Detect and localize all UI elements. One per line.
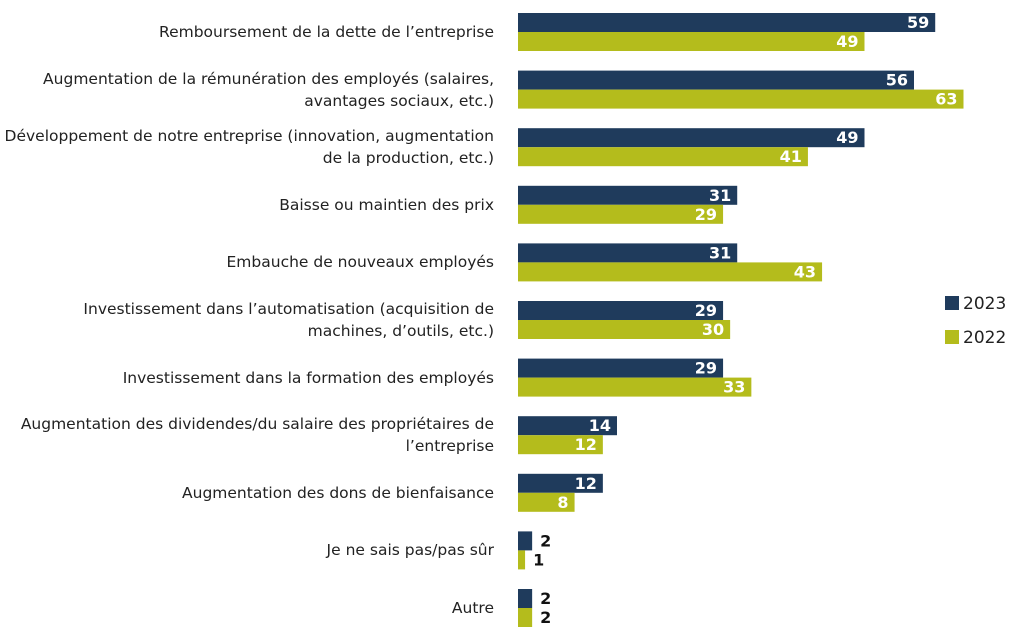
data-label: 29 — [695, 301, 717, 320]
data-label: 12 — [575, 435, 597, 454]
data-label: 29 — [695, 359, 717, 378]
data-label: 30 — [702, 320, 724, 339]
bar — [518, 70, 914, 90]
legend-swatch — [945, 296, 959, 310]
category-label: Développement de notre entreprise (innov… — [4, 127, 494, 168]
bar — [518, 128, 865, 148]
bar — [518, 416, 617, 436]
bar — [518, 358, 724, 378]
data-label: 49 — [836, 32, 858, 51]
category-label: Autre — [451, 599, 494, 617]
data-label: 2 — [540, 608, 551, 627]
data-label: 31 — [709, 186, 731, 205]
data-label: 14 — [589, 416, 611, 435]
legend-swatch — [945, 330, 959, 344]
bar — [518, 301, 724, 320]
bar — [518, 608, 533, 627]
bar — [518, 492, 575, 512]
bar — [518, 589, 533, 608]
data-label: 59 — [907, 13, 929, 32]
bar — [518, 262, 823, 282]
data-label: 1 — [533, 550, 544, 569]
category-label: Embauche de nouveaux employés — [226, 253, 494, 272]
bar — [518, 243, 738, 263]
category-label: Augmentation des dons de bienfaisance — [182, 483, 494, 502]
data-label: 63 — [935, 90, 957, 109]
data-label: 33 — [723, 378, 745, 397]
data-label: 12 — [575, 474, 597, 493]
category-label: Baisse ou maintien des prix — [279, 195, 494, 214]
category-label: Augmentation de la rémunération des empl… — [43, 69, 494, 110]
bar — [518, 320, 731, 339]
bar — [518, 550, 526, 570]
bar — [518, 473, 603, 493]
data-label: 49 — [836, 128, 858, 147]
bar — [518, 89, 964, 109]
bar — [518, 435, 603, 455]
data-label: 2 — [540, 531, 551, 550]
bar — [518, 185, 738, 205]
bar — [518, 32, 865, 51]
data-label: 41 — [780, 147, 802, 166]
data-label: 43 — [794, 262, 816, 281]
data-label: 2 — [540, 589, 551, 608]
category-label: Je ne sais pas/pas sûr — [326, 541, 494, 560]
bar — [518, 377, 752, 397]
legend-label: 2022 — [963, 328, 1006, 348]
category-label: Investissement dans l’automatisation (ac… — [83, 300, 494, 340]
bar — [518, 13, 936, 32]
bar — [518, 204, 724, 224]
data-label: 29 — [695, 205, 717, 224]
bar — [518, 531, 533, 551]
data-label: 8 — [557, 493, 568, 512]
category-label: Remboursement de la dette de l’entrepris… — [159, 23, 494, 41]
bar — [518, 147, 808, 167]
data-label: 31 — [709, 243, 731, 262]
data-label: 56 — [886, 71, 908, 90]
category-label: Investissement dans la formation des emp… — [122, 368, 494, 387]
legend-label: 2023 — [963, 294, 1006, 314]
category-label: Augmentation des dividendes/du salaire d… — [20, 415, 494, 456]
